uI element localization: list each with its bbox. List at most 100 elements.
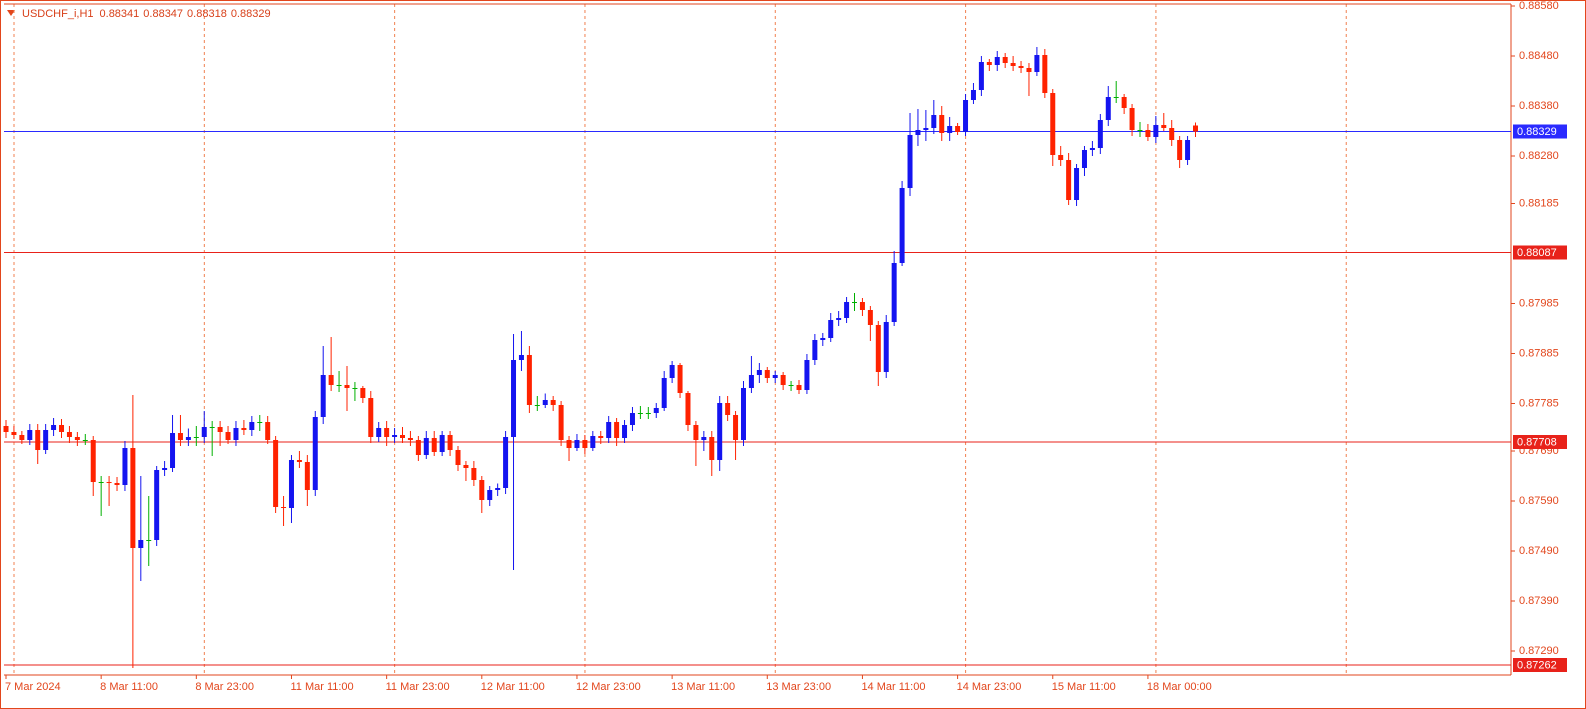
level-label: 0.87708 bbox=[1517, 436, 1557, 448]
candle-body bbox=[1097, 120, 1103, 148]
header: USDCHF_i,H1 0.88341 0.88347 0.88318 0.88329 bbox=[22, 8, 271, 20]
candle-body bbox=[281, 507, 287, 508]
y-tick-label: 0.87490 bbox=[1519, 545, 1559, 557]
candle-body bbox=[296, 460, 302, 462]
candle-body bbox=[1113, 97, 1119, 98]
candle-body bbox=[304, 462, 310, 490]
candle-body bbox=[1129, 108, 1135, 130]
candle-body bbox=[177, 433, 183, 440]
candle-body bbox=[1161, 125, 1167, 128]
candle-body bbox=[328, 375, 334, 385]
x-tick-label: 15 Mar 11:00 bbox=[1052, 681, 1116, 693]
candle-body bbox=[963, 100, 969, 132]
level-label: 0.88087 bbox=[1517, 247, 1557, 259]
candle-body bbox=[891, 263, 897, 322]
candle-body bbox=[90, 440, 96, 482]
candle-body bbox=[201, 427, 207, 437]
candle-body bbox=[836, 318, 842, 320]
candle-body bbox=[368, 398, 374, 437]
candle-body bbox=[915, 130, 921, 135]
level-label: 0.88329 bbox=[1517, 126, 1557, 138]
candle-body bbox=[138, 540, 144, 548]
candle-body bbox=[170, 433, 176, 468]
candle-body bbox=[503, 437, 509, 488]
candle-body bbox=[669, 365, 675, 378]
quote-low: 0.88318 bbox=[187, 8, 227, 20]
candle-body bbox=[1169, 128, 1175, 140]
level-tag bbox=[1513, 124, 1567, 139]
candle-body bbox=[582, 440, 588, 448]
candle-body bbox=[106, 482, 112, 483]
candle-body bbox=[1145, 130, 1151, 137]
candle-body bbox=[1050, 93, 1056, 155]
candle-body bbox=[629, 413, 635, 425]
candle-body bbox=[764, 370, 770, 378]
candle-body bbox=[209, 427, 215, 428]
y-tick-label: 0.88280 bbox=[1519, 150, 1559, 162]
candle-body bbox=[66, 432, 72, 437]
candle-body bbox=[415, 440, 421, 455]
candle-body bbox=[526, 355, 532, 405]
candle-body bbox=[11, 432, 17, 435]
candle-body bbox=[550, 400, 556, 405]
candle-body bbox=[407, 438, 413, 440]
candle-body bbox=[1034, 55, 1040, 72]
candle-body bbox=[677, 365, 683, 393]
candle-body bbox=[122, 448, 128, 485]
candle-body bbox=[740, 388, 746, 440]
candle-body bbox=[249, 422, 255, 430]
candle-body bbox=[867, 310, 873, 325]
candle-body bbox=[685, 393, 691, 425]
candle-body bbox=[114, 483, 120, 485]
level-label: 0.87262 bbox=[1517, 659, 1557, 671]
candle-body bbox=[463, 465, 469, 468]
candle-body bbox=[487, 490, 493, 500]
candle-body bbox=[146, 540, 152, 541]
candle-body bbox=[1026, 68, 1032, 72]
candle-body bbox=[852, 302, 858, 303]
candle-body bbox=[82, 440, 88, 441]
y-tick-label: 0.87290 bbox=[1519, 645, 1559, 657]
candle-body bbox=[645, 413, 651, 414]
candle-body bbox=[907, 135, 913, 188]
candle-body bbox=[701, 437, 707, 440]
x-tick-label: 12 Mar 23:00 bbox=[576, 681, 641, 693]
level-tag bbox=[1513, 435, 1567, 449]
candle-body bbox=[709, 437, 715, 460]
candle-body bbox=[511, 360, 517, 437]
candle-body bbox=[772, 375, 778, 378]
quote-close: 0.88329 bbox=[231, 8, 271, 20]
candle-body bbox=[534, 405, 540, 406]
candle-body bbox=[217, 427, 223, 432]
x-tick-label: 14 Mar 11:00 bbox=[861, 681, 925, 693]
candle-body bbox=[43, 430, 49, 450]
candle-body bbox=[1042, 55, 1048, 93]
quote-high: 0.88347 bbox=[143, 8, 183, 20]
y-tick-label: 0.87590 bbox=[1519, 495, 1559, 507]
candle-body bbox=[431, 438, 437, 452]
candle-body bbox=[820, 338, 826, 340]
candle-body bbox=[439, 435, 445, 452]
candle-body bbox=[986, 62, 992, 65]
y-tick-label: 0.88380 bbox=[1519, 100, 1559, 112]
candle-body bbox=[994, 57, 1000, 65]
candle-body bbox=[233, 428, 239, 440]
candle-body bbox=[241, 428, 247, 430]
candle-body bbox=[780, 375, 786, 385]
x-tick-label: 14 Mar 23:00 bbox=[957, 681, 1022, 693]
candle-body bbox=[939, 115, 945, 133]
candle-body bbox=[883, 322, 889, 372]
candle-body bbox=[899, 188, 905, 263]
candle-body bbox=[288, 460, 294, 508]
candle-body bbox=[796, 385, 802, 390]
candle-body bbox=[320, 375, 326, 417]
candle-body bbox=[733, 415, 739, 440]
candle-body bbox=[455, 450, 461, 465]
candle-body bbox=[392, 435, 398, 437]
candle-body bbox=[725, 403, 731, 415]
y-tick-label: 0.88580 bbox=[1519, 0, 1559, 12]
candle-body bbox=[162, 468, 168, 470]
candle-body bbox=[931, 115, 937, 128]
y-tick-label: 0.88185 bbox=[1519, 197, 1559, 209]
candle-body bbox=[154, 470, 160, 540]
